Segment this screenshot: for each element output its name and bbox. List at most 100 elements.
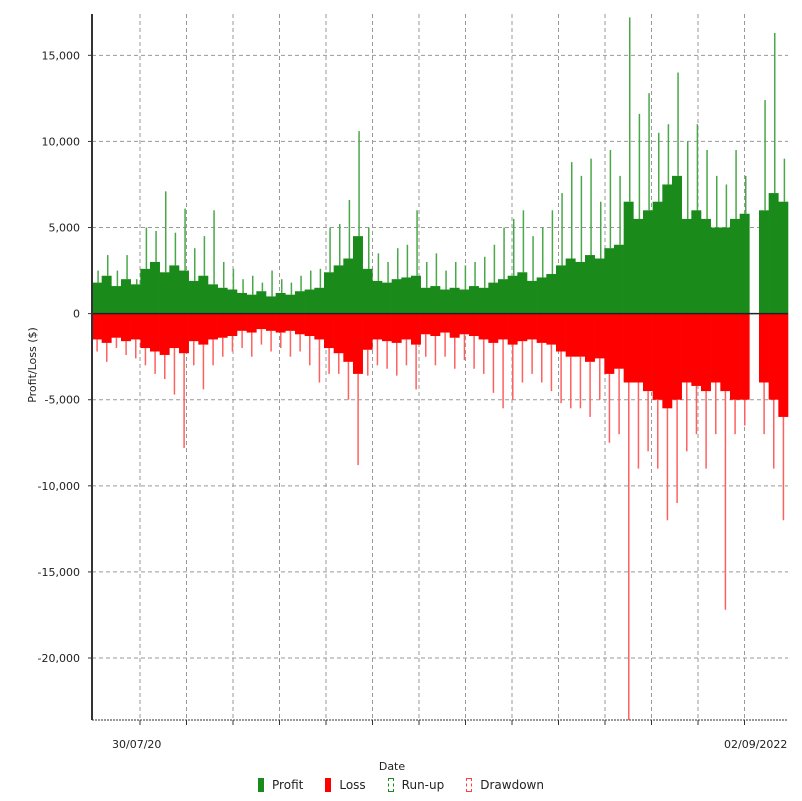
profit-bar bbox=[546, 274, 557, 314]
runup-bar bbox=[300, 275, 302, 292]
profit-bar bbox=[469, 286, 479, 314]
legend-label: Profit bbox=[272, 778, 304, 792]
runup-bar bbox=[706, 150, 708, 219]
profit-bar bbox=[488, 282, 499, 314]
loss-bar bbox=[440, 313, 450, 333]
profit-bar bbox=[710, 227, 721, 314]
loss-bar bbox=[556, 313, 566, 352]
drawdown-bar bbox=[512, 344, 514, 400]
loss-bar bbox=[575, 313, 586, 357]
runup-bar bbox=[551, 210, 554, 275]
loss-bar bbox=[324, 313, 334, 349]
runup-bar bbox=[483, 256, 486, 288]
loss-bar bbox=[295, 313, 305, 335]
loss-bar bbox=[449, 313, 460, 338]
drawdown-bar bbox=[454, 337, 456, 369]
drawdown-bar bbox=[135, 339, 137, 359]
loss-bar bbox=[237, 313, 247, 331]
drawdown-bar bbox=[763, 382, 765, 435]
runup-bar bbox=[725, 184, 728, 228]
runup-bar bbox=[348, 199, 351, 259]
runup-bar bbox=[686, 141, 689, 219]
loss-bar bbox=[140, 313, 151, 349]
legend-item-profit[interactable]: Profit bbox=[258, 778, 303, 792]
drawdown-bar bbox=[492, 342, 495, 393]
profit-bar bbox=[565, 258, 576, 314]
drawdown-bar bbox=[338, 353, 340, 374]
profit-bar bbox=[623, 201, 634, 314]
runup-bar bbox=[164, 191, 167, 273]
profit-bar bbox=[604, 248, 615, 314]
loss-bar bbox=[517, 313, 528, 342]
loss-bar bbox=[469, 313, 479, 337]
loss-bar bbox=[208, 313, 218, 340]
profit-bar bbox=[275, 292, 286, 314]
drawdown-bar bbox=[251, 332, 253, 357]
y-axis-title: Profit/Loss ($) bbox=[26, 327, 39, 403]
drawdown-bar bbox=[483, 339, 485, 374]
profit-bar bbox=[720, 227, 731, 314]
drawdown-bar bbox=[154, 351, 156, 374]
legend-item-runup[interactable]: Run-up bbox=[387, 778, 445, 792]
y-tick-label: -20,000 bbox=[38, 652, 80, 665]
loss-bar bbox=[159, 313, 170, 355]
runup-bar bbox=[145, 227, 148, 269]
loss-bar bbox=[246, 313, 257, 333]
runup-bar bbox=[677, 72, 679, 176]
profit-bar bbox=[585, 255, 595, 314]
runup-bar bbox=[628, 17, 631, 202]
drawdown-bar bbox=[647, 391, 649, 452]
drawdown-bar bbox=[444, 332, 446, 357]
drawdown-bar bbox=[579, 356, 582, 409]
drawdown-bar bbox=[241, 330, 243, 349]
profit-bar bbox=[159, 272, 170, 314]
drawdown-bar bbox=[357, 373, 359, 466]
drawdown-bar bbox=[144, 348, 147, 366]
loss-bar bbox=[507, 313, 518, 345]
runup-bar bbox=[367, 227, 370, 269]
profit-bar bbox=[633, 218, 644, 314]
runup-bar bbox=[464, 265, 467, 290]
runup-bar bbox=[319, 268, 322, 288]
loss-bar bbox=[266, 313, 276, 331]
loss-bar bbox=[217, 313, 228, 338]
runup-bar bbox=[773, 32, 776, 194]
drawdown-bar bbox=[222, 337, 224, 357]
profit-bar bbox=[449, 287, 460, 314]
runup-bar bbox=[493, 244, 496, 283]
loss-bar bbox=[391, 313, 402, 343]
profit-bar bbox=[285, 294, 296, 314]
loss-bar bbox=[362, 313, 373, 350]
profit-bar bbox=[662, 184, 673, 314]
legend-label: Run-up bbox=[401, 778, 445, 792]
profit-bar bbox=[343, 258, 354, 314]
profit-bar bbox=[111, 286, 122, 314]
profit-bar bbox=[440, 289, 450, 314]
loss-bar bbox=[594, 313, 605, 359]
drawdown-bar bbox=[676, 399, 678, 504]
loss-bar bbox=[730, 313, 740, 400]
runup-bar bbox=[445, 270, 447, 290]
loss-bar bbox=[333, 313, 344, 354]
legend-item-loss[interactable]: Loss bbox=[325, 778, 366, 792]
drawdown-bar bbox=[782, 416, 785, 521]
runup-bar bbox=[590, 158, 592, 256]
loss-bar bbox=[304, 313, 315, 337]
drawdown-bar bbox=[531, 339, 533, 374]
profit-bar bbox=[411, 275, 421, 314]
loss-bar bbox=[401, 313, 412, 340]
runup-bar bbox=[454, 261, 457, 288]
drawdown-bar bbox=[309, 336, 311, 366]
profit-bar bbox=[391, 279, 402, 314]
loss-bar bbox=[662, 313, 673, 409]
runup-bar bbox=[329, 227, 331, 273]
drawdown-bar bbox=[599, 358, 601, 400]
drawdown-bar bbox=[589, 361, 591, 417]
drawdown-bar bbox=[637, 382, 640, 469]
loss-bar bbox=[623, 313, 634, 383]
drawdown-bar bbox=[280, 332, 282, 349]
legend-item-drawdown[interactable]: Drawdown bbox=[466, 778, 544, 792]
loss-bar bbox=[169, 313, 180, 349]
profit-bar bbox=[295, 291, 305, 314]
loss-bar bbox=[701, 313, 711, 392]
